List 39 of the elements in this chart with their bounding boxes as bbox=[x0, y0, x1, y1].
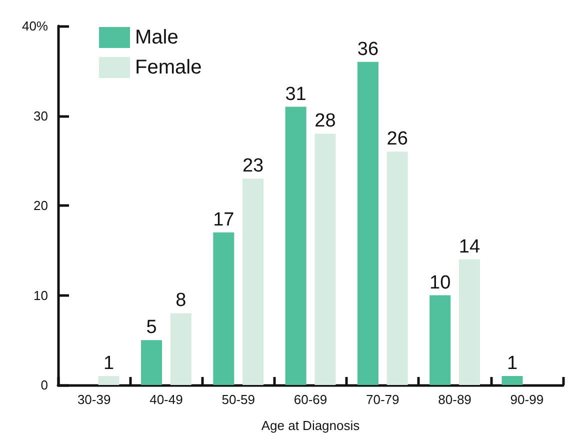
x-tick-label: 90-99 bbox=[510, 392, 544, 407]
y-tick-label: 20 bbox=[34, 198, 48, 213]
bar bbox=[141, 340, 162, 385]
y-tick-label: 10 bbox=[34, 288, 48, 303]
bar bbox=[213, 232, 234, 385]
legend-label: Male bbox=[135, 26, 178, 48]
data-label: 1 bbox=[103, 353, 114, 374]
data-label: 14 bbox=[458, 236, 480, 258]
data-label: 23 bbox=[242, 156, 264, 177]
data-label: 5 bbox=[146, 317, 157, 338]
bar bbox=[285, 106, 306, 385]
y-tick-label: 40% bbox=[22, 18, 48, 34]
bar bbox=[357, 62, 378, 385]
y-tick-label: 30 bbox=[34, 108, 48, 124]
bar bbox=[458, 259, 480, 385]
bar bbox=[98, 376, 120, 385]
data-label: 8 bbox=[176, 290, 186, 312]
x-tick-label: 40-49 bbox=[150, 392, 183, 407]
bar bbox=[502, 376, 523, 385]
y-tick-label: 0 bbox=[40, 378, 48, 392]
x-tick-label: 70-79 bbox=[366, 392, 400, 407]
data-label: 1 bbox=[506, 353, 518, 374]
data-label: 10 bbox=[430, 272, 451, 294]
x-tick-label: 60-69 bbox=[294, 392, 328, 407]
data-label: 36 bbox=[357, 38, 379, 60]
bar bbox=[386, 152, 408, 385]
x-tick-label: 80-89 bbox=[438, 392, 472, 407]
bar bbox=[430, 295, 451, 385]
data-label: 31 bbox=[285, 84, 306, 105]
data-label: 28 bbox=[314, 110, 336, 132]
bar bbox=[242, 178, 264, 385]
x-axis-title: Age at Diagnosis bbox=[261, 418, 360, 433]
data-label: 26 bbox=[386, 128, 408, 150]
data-label: 17 bbox=[213, 209, 234, 230]
x-tick-label: 50-59 bbox=[222, 392, 255, 407]
x-tick-label: 30-39 bbox=[77, 392, 111, 407]
bar bbox=[314, 134, 336, 385]
bar bbox=[170, 313, 192, 385]
legend-label: Female bbox=[135, 56, 202, 78]
